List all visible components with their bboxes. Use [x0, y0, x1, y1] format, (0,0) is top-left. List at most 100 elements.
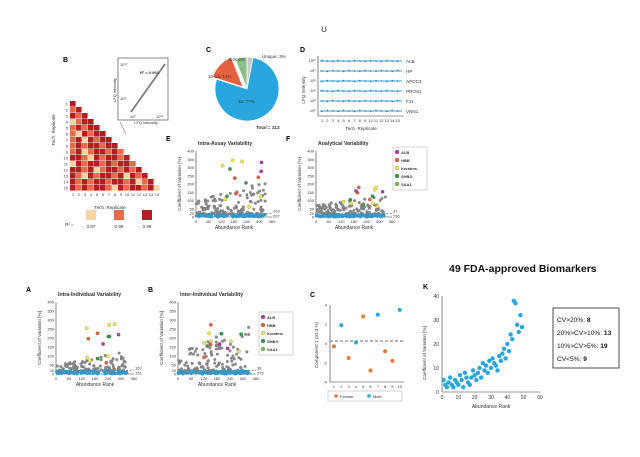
k-xtick: 20: [472, 395, 478, 401]
scatter-point: [342, 214, 346, 218]
scatter-point: [75, 366, 79, 370]
heatmap-cell: [82, 149, 88, 155]
pie-chart: [212, 56, 280, 122]
scatter-ytick: 200: [169, 336, 176, 341]
pie-slice: [234, 56, 248, 90]
heatmap-cell: [70, 173, 76, 179]
scatter-point: [231, 354, 235, 358]
pca-ytick: 2: [325, 322, 328, 327]
scatter-point: [229, 342, 233, 346]
lines-point: [359, 79, 361, 82]
scatter-point: [71, 362, 75, 366]
heatmap-cell: [82, 143, 88, 149]
scatter-point: [82, 365, 86, 369]
scatter-point: [121, 371, 124, 375]
scatter-point: [349, 209, 353, 213]
panel-k-label: K: [423, 284, 428, 291]
lines-point: [337, 89, 340, 92]
pca-ytick: -4: [323, 380, 327, 385]
inset-ytick-1: 10⁵: [120, 96, 126, 101]
scatter-highlight-point: [220, 163, 225, 168]
scatter-highlight-point: [348, 197, 353, 202]
scatter-highlight-point: [104, 360, 109, 365]
scatter-legend-label: Keratins: [401, 166, 418, 171]
heatmap-cell: [70, 107, 76, 113]
heatmap-cell: [100, 143, 106, 149]
lines-point: [375, 70, 377, 73]
heatmap-cell: [112, 161, 118, 167]
scatter-xtick: 60: [189, 376, 194, 381]
scatter-legend-dot: [260, 346, 266, 352]
k-point: [459, 377, 464, 383]
heatmap-cell: [82, 137, 88, 143]
scatter-point: [349, 213, 353, 217]
scatter-highlight-point: [219, 331, 224, 336]
heatmap-cell: [136, 179, 142, 185]
heatmap-cell: [106, 179, 112, 185]
scatter-xtick: 120: [201, 376, 208, 381]
r2-legend-swatch-1: [114, 210, 124, 220]
scatter-highlight-point: [341, 199, 346, 204]
heatmap-cell: [118, 173, 124, 179]
pca-ytick: 0: [325, 341, 328, 346]
scatter-legend-dot: [394, 149, 400, 155]
heatmap-cell: [118, 155, 124, 161]
scatter-point: [341, 204, 345, 208]
heatmap-cell: [88, 185, 94, 191]
heatmap-cell: [82, 167, 88, 173]
lines-point: [332, 69, 334, 72]
heatmap-cell: [70, 137, 76, 143]
lines-protein-label: APOC3: [406, 79, 422, 84]
scatter-point: [369, 214, 373, 218]
scatter-point: [210, 214, 214, 218]
pca-point: [390, 358, 395, 363]
scatter-point: [109, 359, 113, 363]
scatter-point: [261, 208, 265, 212]
scatter-point: [80, 360, 84, 364]
heatmap-cell: [106, 149, 112, 155]
scatter-highlight-point: [107, 323, 112, 327]
scatter-point: [98, 364, 102, 368]
heatmap-cell: [76, 149, 82, 155]
r2-legend-swatch-2: [142, 210, 152, 220]
lines-point: [337, 70, 340, 72]
scatter-highlight-point: [230, 158, 235, 163]
lines-protein-label: F11: [406, 99, 414, 104]
scatter-ytick: 100: [187, 198, 194, 203]
heatmap-cell: [112, 179, 118, 185]
heatmap-cell: [106, 167, 112, 173]
lines-point: [369, 110, 372, 113]
scatter-point: [228, 349, 232, 353]
lines-point: [353, 89, 356, 92]
heatmap-cell: [94, 155, 100, 161]
scatter-point: [344, 206, 348, 210]
scatter-point: [324, 205, 328, 209]
scatter-point: [113, 368, 116, 372]
scatter-point: [224, 211, 228, 215]
scatter-point: [355, 207, 359, 211]
inset-scatter-line: [130, 63, 166, 113]
scatter-xtick: 60: [206, 219, 211, 224]
heatmap-cell: [118, 179, 124, 185]
scatter-ylabel: Coefficient of Variation [%]: [177, 157, 182, 211]
lines-point: [348, 60, 350, 63]
heatmap-xticks: 1 2 3 4 5 6 7 8 9 10 11 12 13 14 15: [72, 192, 160, 197]
scatter-point: [214, 340, 218, 344]
k-xlabel: Abundance Rank: [472, 404, 511, 410]
lines-point: [396, 110, 399, 112]
scatter-point: [203, 352, 207, 356]
scatter-point: [337, 215, 341, 219]
heatmap-cell: [148, 185, 154, 191]
k-xtick: 60: [537, 395, 543, 401]
scatter-highlight-point: [370, 194, 375, 199]
lines-point: [321, 89, 323, 92]
lines-series: ALB HP APOC3 PROS1 F11 VNN1: [320, 59, 422, 114]
scatter-ytick: 200: [307, 182, 314, 187]
lines-point: [396, 80, 399, 82]
scatter-point: [190, 361, 194, 365]
pca-xtick: 8: [384, 384, 387, 389]
scatter-point: [228, 191, 232, 195]
heatmap-cell: [76, 131, 82, 137]
scatter-point: [102, 369, 106, 373]
pca-legend-female-dot: [334, 394, 338, 398]
